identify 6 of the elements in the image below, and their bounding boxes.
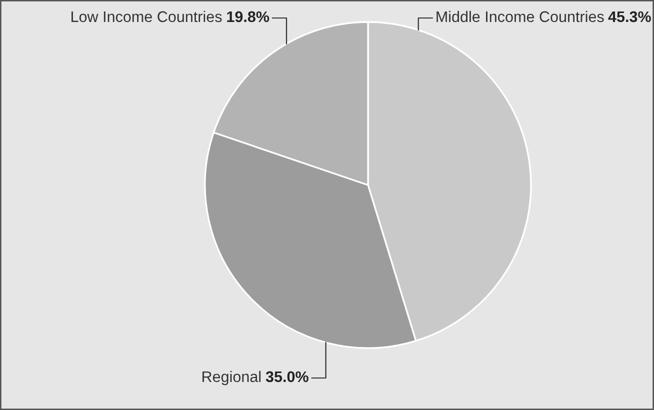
slice-label: Middle Income Countries	[436, 10, 604, 22]
data-label: 35.0%	[266, 371, 308, 382]
slice-label: Regional	[202, 370, 261, 386]
slice-label: Low Income Countries	[72, 10, 222, 22]
data-label: 19.8%	[227, 11, 270, 22]
data-label: 45.3%	[608, 11, 651, 22]
